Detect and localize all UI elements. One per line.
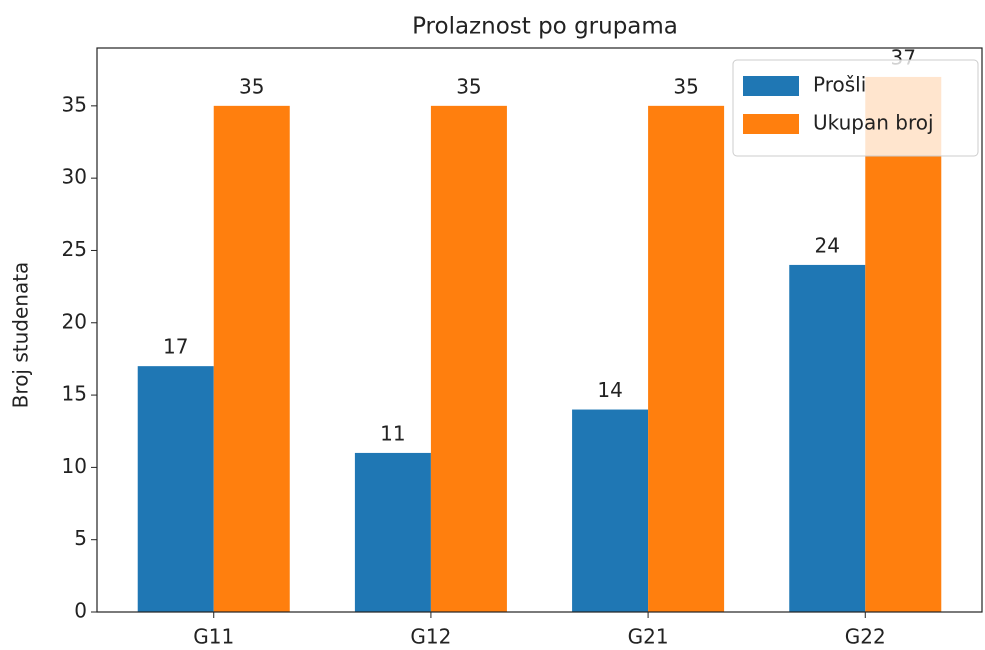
bar [137,366,214,612]
data-label: 35 [456,74,481,98]
bar [430,105,507,612]
plot-frame [96,47,983,613]
y-tick-label: 5 [74,526,87,550]
data-label: 17 [163,335,188,359]
bar [789,264,866,612]
y-tick-label: 15 [62,382,87,406]
data-label: 35 [239,74,264,98]
bar [354,452,431,612]
legend: Prošli Ukupan broj [732,59,979,157]
legend-label: Ukupan broj [813,111,934,135]
bar [648,105,725,612]
x-tick-label: G21 [628,625,669,649]
data-label: 35 [673,74,698,98]
x-tick-label: G12 [410,625,451,649]
bar [213,105,290,612]
y-axis-label: Broj studenata [9,262,33,409]
x-tick-label: G11 [193,625,234,649]
y-tick-label: 35 [62,92,87,116]
y-tick-label: 25 [62,237,87,261]
chart-title: Prolaznost po grupama [412,14,678,40]
y-tick-label: 30 [62,165,87,189]
data-label: 14 [597,378,622,402]
data-label: 11 [380,421,405,445]
legend-swatch [743,114,799,134]
y-tick-label: 10 [62,454,87,478]
x-tick-label: G22 [845,625,886,649]
legend-swatch [743,76,799,96]
bar [865,76,942,612]
bar [572,409,649,612]
data-label: 24 [815,233,840,257]
legend-label: Prošli [813,73,866,97]
y-tick-label: 0 [74,599,87,623]
y-tick-label: 20 [62,309,87,333]
